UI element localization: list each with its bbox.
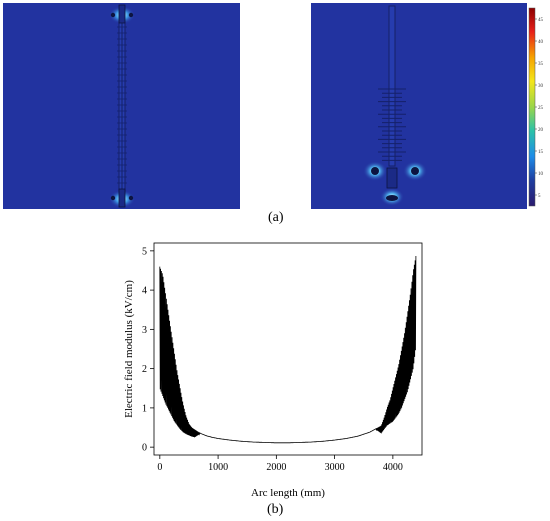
y-tick-label: 4	[142, 286, 147, 297]
plot-frame	[153, 242, 423, 456]
x-tick-label: 4000	[383, 462, 403, 473]
y-tick-label: 3	[142, 325, 147, 336]
x-axis-ticks: 0 1000 2000 3000 4000	[157, 455, 403, 473]
colorbar-gradient	[528, 7, 536, 207]
x-tick-label: 3000	[325, 462, 345, 473]
right-shed-marks	[378, 88, 406, 161]
colorbar-tick-label: 45	[538, 18, 544, 23]
colorbar-tick-label: 15	[538, 150, 544, 155]
right-grading-rings	[363, 161, 427, 181]
grading-ring-right	[411, 167, 419, 175]
y-tick-label: 1	[142, 403, 147, 414]
x-tick-label: 1000	[208, 462, 228, 473]
y-axis-label: Electric field modulus (kV/cm)	[123, 280, 135, 418]
series-line	[159, 255, 417, 444]
line-chart: 0 1000 2000 3000 4000 0 1 2 3 4 5 Arc length (mm)…	[123, 242, 423, 499]
series-curve	[159, 255, 417, 444]
colorbar-tick-label: 20	[538, 128, 544, 133]
colorbar-tick-label: 25	[538, 106, 544, 111]
colorbar-tick-label: 10	[538, 172, 544, 177]
left-insulator-rod	[118, 8, 126, 204]
y-axis-ticks: 0 1 2 3 4 5	[142, 246, 154, 454]
simulation-right-panel	[311, 3, 527, 209]
left-shed-marks	[117, 26, 127, 184]
right-insulator-rod	[388, 5, 396, 167]
y-tick-label: 0	[142, 443, 147, 454]
x-tick-label: 0	[157, 462, 162, 473]
right-bottom-fitting	[380, 167, 404, 206]
colorbar-ticks: 45 40 35 30 25 20 15 10 5	[535, 18, 544, 199]
y-tick-label: 5	[142, 246, 147, 257]
x-axis-label: Arc length (mm)	[251, 487, 325, 499]
grading-ring-left	[371, 167, 379, 175]
caption-a: (a)	[268, 210, 284, 225]
x-tick-label: 2000	[266, 462, 286, 473]
colorbar-tick-label: 40	[538, 40, 544, 45]
colorbar-tick-label: 30	[538, 84, 544, 89]
simulation-left-panel	[3, 3, 240, 209]
caption-b: (b)	[267, 502, 284, 517]
colorbar: 45 40 35 30 25 20 15 10 5	[528, 7, 550, 207]
colorbar-tick-label: 5	[538, 194, 541, 199]
y-tick-label: 2	[142, 364, 147, 375]
colorbar-tick-label: 35	[538, 62, 544, 67]
left-top-fitting	[109, 4, 135, 24]
left-bottom-fitting	[109, 188, 135, 208]
